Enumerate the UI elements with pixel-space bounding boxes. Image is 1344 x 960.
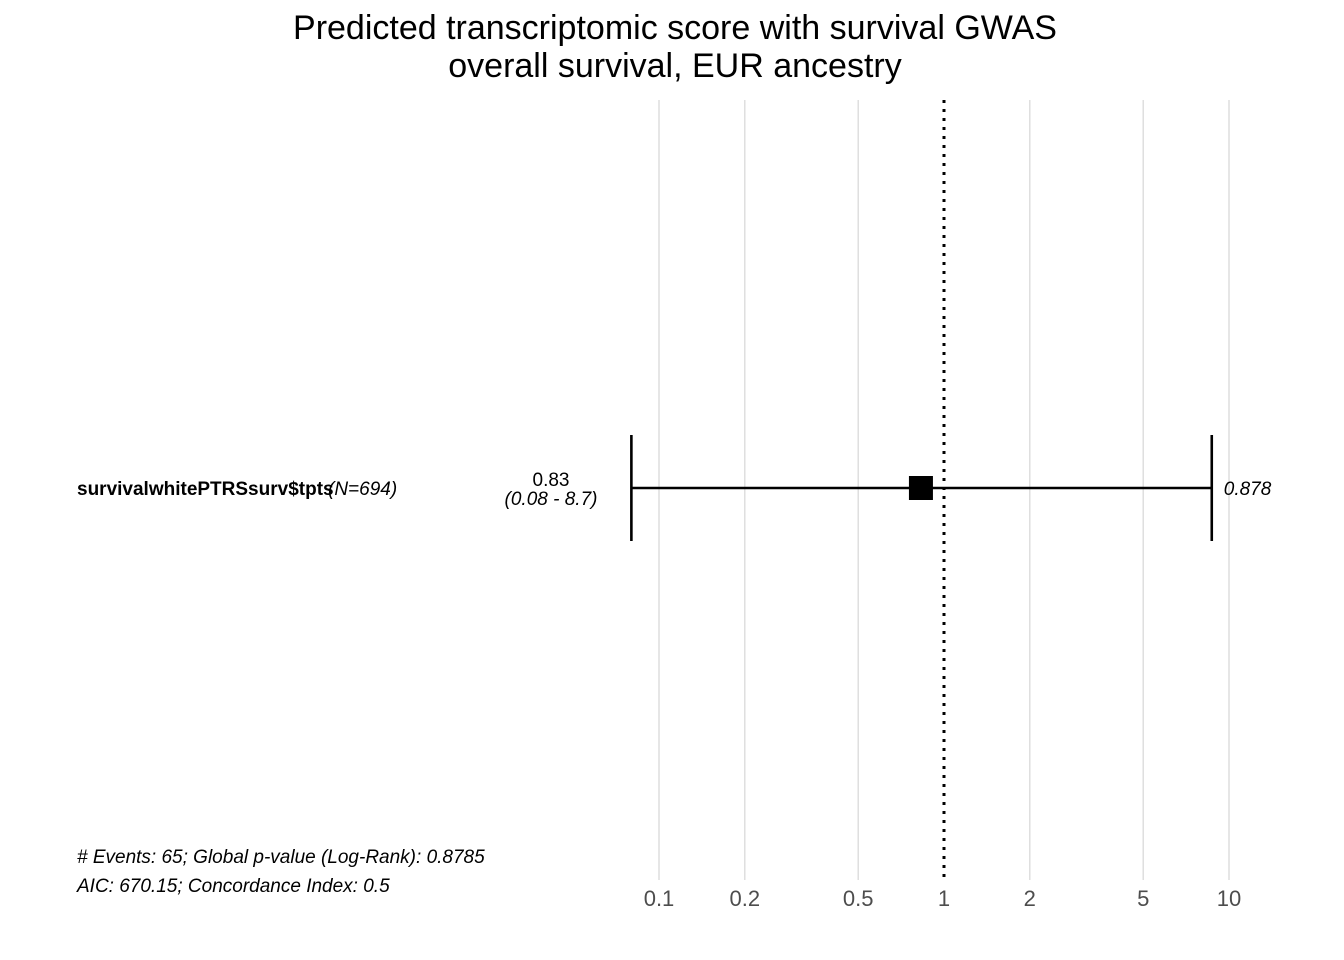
chart-title-line-2: overall survival, EUR ancestry xyxy=(448,47,902,85)
chart-title-line-1: Predicted transcriptomic score with surv… xyxy=(293,9,1057,47)
estimate-marker xyxy=(908,476,933,500)
forest-row: survivalwhitePTRSsurv$tpts(N=694) 0.83(0.… xyxy=(77,435,1272,541)
gridlines xyxy=(658,100,1230,880)
n-label: (N=694) xyxy=(328,479,397,500)
x-tick-label: 0.1 xyxy=(644,886,675,911)
estimate-label: 0.83 xyxy=(533,470,570,491)
x-tick-label: 10 xyxy=(1217,886,1241,911)
forest-rows: survivalwhitePTRSsurv$tpts(N=694) 0.83(0.… xyxy=(77,435,1272,541)
ci-label: (0.08 - 8.7) xyxy=(505,489,598,510)
x-tick-label: 2 xyxy=(1024,886,1036,911)
variable-label: survivalwhitePTRSsurv$tpts xyxy=(77,479,334,500)
footer-events-pvalue: # Events: 65; Global p-value (Log-Rank):… xyxy=(77,847,485,868)
x-tick-label: 0.5 xyxy=(843,886,874,911)
x-tick-label: 0.2 xyxy=(729,886,760,911)
footer-aic-concordance: AIC: 670.15; Concordance Index: 0.5 xyxy=(77,876,390,897)
x-tick-label: 5 xyxy=(1137,886,1149,911)
x-tick-label: 1 xyxy=(938,886,950,911)
p-value-label: 0.878 xyxy=(1224,479,1272,500)
x-axis-tick-labels: 0.1 0.2 0.5 1 2 5 10 xyxy=(644,886,1242,911)
